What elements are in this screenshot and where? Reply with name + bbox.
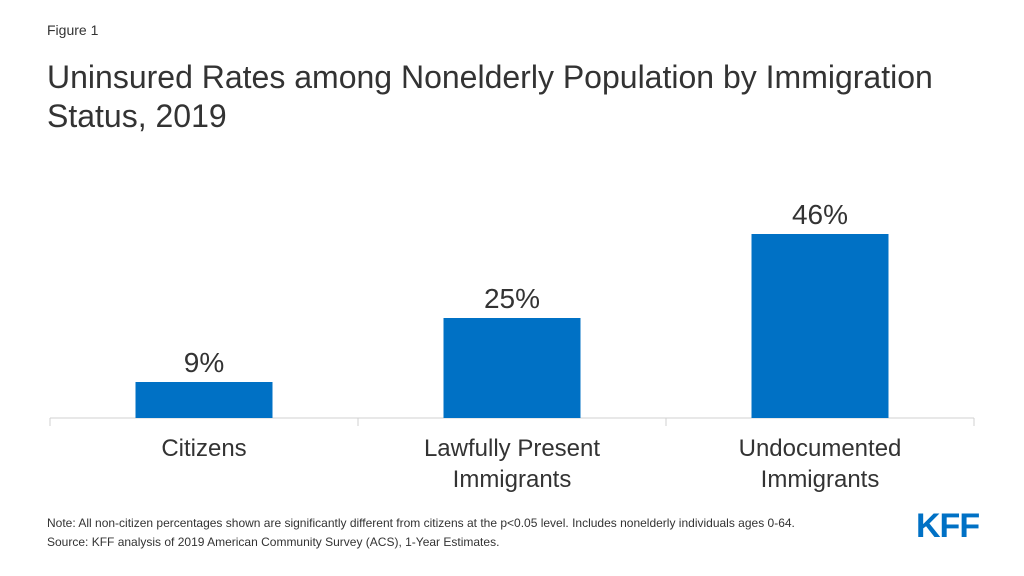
category-label-3: Undocumented <box>739 435 902 462</box>
footnotes: Note: All non-citizen percentages shown … <box>47 514 795 552</box>
bar-1 <box>135 382 273 418</box>
category-label-3: Immigrants <box>761 466 880 493</box>
category-label-2: Immigrants <box>453 466 572 493</box>
bar-2 <box>443 318 581 418</box>
figure-label: Figure 1 <box>47 22 99 38</box>
category-label-1: Citizens <box>161 435 246 462</box>
category-label-2: Lawfully Present <box>424 435 600 462</box>
note-text: Note: All non-citizen percentages shown … <box>47 516 795 530</box>
data-label-1: 9% <box>184 347 224 378</box>
source-text: Source: KFF analysis of 2019 American Co… <box>47 535 500 549</box>
bar-3 <box>751 234 889 418</box>
kff-logo: KFF <box>916 507 980 545</box>
data-label-2: 25% <box>484 283 540 314</box>
data-label-3: 46% <box>792 199 848 230</box>
chart-title: Uninsured Rates among Nonelderly Populat… <box>47 59 933 134</box>
